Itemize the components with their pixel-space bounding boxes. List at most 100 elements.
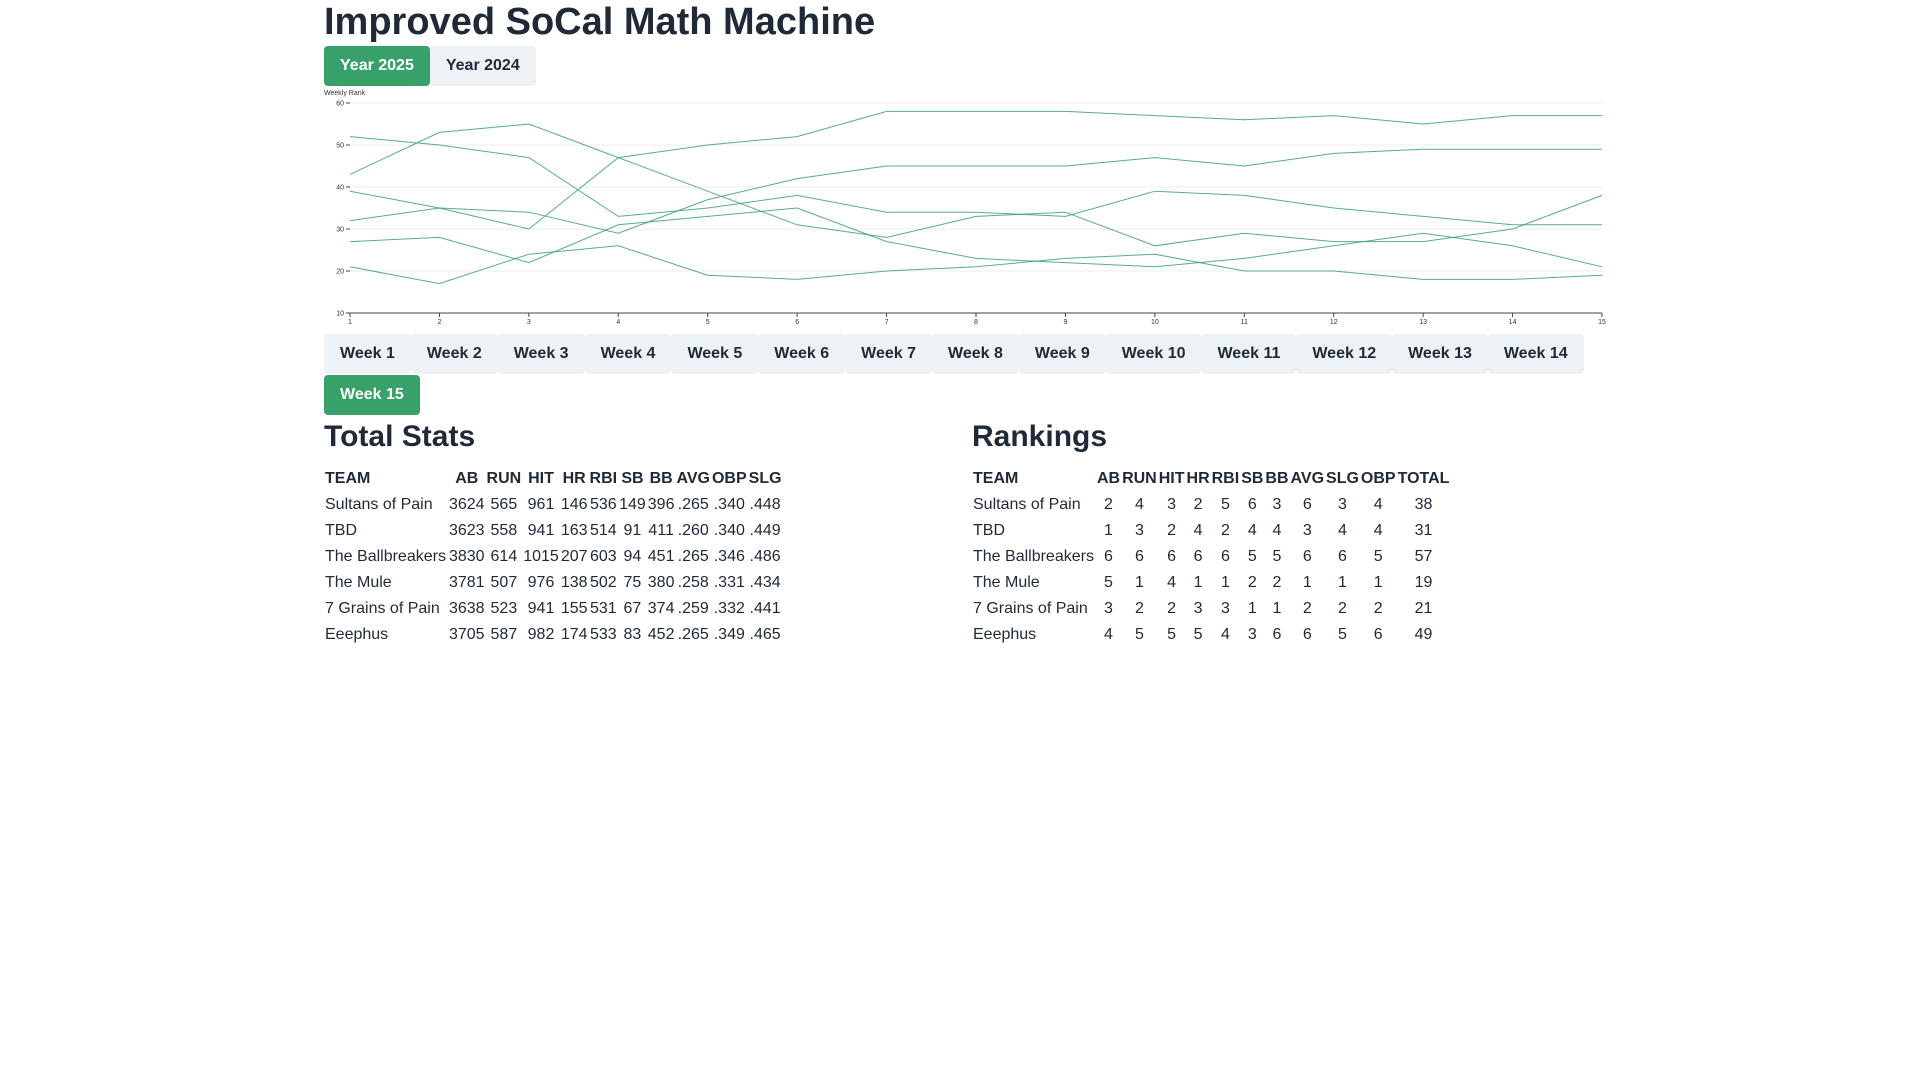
tab-week-12[interactable]: Week 12 [1296, 334, 1393, 374]
tab-week-4[interactable]: Week 4 [584, 334, 672, 374]
total-stats-title: Total Stats [324, 420, 476, 453]
stat-cell: 2 [1220, 522, 1230, 539]
stat-cell: 67 [623, 600, 642, 617]
stat-cell: .449 [749, 522, 781, 539]
stat-cell: 452 [647, 626, 675, 643]
tab-week-3[interactable]: Week 3 [497, 334, 585, 374]
x-tick-label: 4 [616, 319, 620, 326]
x-tick-label: 6 [795, 319, 799, 326]
team-name-cell: The Ballbreakers [325, 548, 446, 565]
stat-cell: 1 [1247, 600, 1257, 617]
stat-cell: 3 [1220, 600, 1230, 617]
stat-cell: .331 [713, 574, 745, 591]
x-tick-label: 12 [1330, 319, 1338, 326]
tab-week-9[interactable]: Week 9 [1018, 334, 1106, 374]
rank-col-team: TEAM [973, 470, 1019, 487]
tab-week-1[interactable]: Week 1 [324, 334, 411, 374]
stat-cell: 5 [1247, 548, 1257, 565]
tab-week-8[interactable]: Week 8 [932, 334, 1019, 374]
x-tick-label: 1 [348, 319, 352, 326]
rank-col-hr: HR [1186, 470, 1210, 487]
stat-cell: 565 [490, 496, 518, 513]
stat-cell: 163 [560, 522, 588, 539]
stat-cell: 6 [1302, 496, 1312, 513]
stat-cell: .265 [677, 548, 709, 565]
series-line-2 [349, 136, 1602, 226]
tables-section: Total Stats TEAM AB RUN HIT HR RBI SB BB AVG OBP S… [324, 416, 1602, 656]
tab-year-2025[interactable]: Year 2025 [324, 46, 430, 86]
table-row: The Mule 3781 507 976 138 502 75 380.258.331.43… [324, 570, 783, 596]
rankings-table: TEAM AB RUN HIT HR RBI SB BB AVG SLG OBP TOTAL Sult… [972, 466, 1450, 648]
stat-cell: .441 [749, 600, 781, 617]
stat-cell: .265 [677, 496, 709, 513]
table-row: Eeephus 4 5 5 5 4 3 6 6 5 6 49 [972, 622, 1450, 648]
tab-week-6[interactable]: Week 6 [758, 334, 846, 374]
stat-cell: 155 [560, 600, 588, 617]
stat-cell: .340 [713, 522, 745, 539]
stat-cell: 2 [1373, 600, 1383, 617]
stat-cell: 3 [1302, 522, 1312, 539]
stat-cell: 3638 [448, 600, 485, 617]
stat-cell: 5 [1272, 548, 1282, 565]
stat-cell: 3 [1193, 600, 1203, 617]
table-row: Eeephus 3705 587 982 174 533 83 452.265.349.465 [324, 622, 783, 648]
stat-cell: 1 [1220, 574, 1230, 591]
stat-cell: 2 [1193, 496, 1203, 513]
stat-cell: 138 [560, 574, 588, 591]
tab-week-2[interactable]: Week 2 [410, 334, 498, 374]
x-tick-label: 9 [1063, 319, 1067, 326]
stat-cell: 502 [589, 574, 617, 591]
y-tick-label: 50 [336, 143, 344, 150]
stat-cell: .486 [749, 548, 781, 565]
stat-cell: 4 [1104, 626, 1113, 643]
week-tabs: Week 1 Week 2 Week 3 Week 4 Week 5 Week 6 Week… [324, 334, 1614, 415]
stat-cell: 4 [1193, 522, 1203, 539]
team-name-cell: The Mule [973, 574, 1040, 591]
tab-week-13[interactable]: Week 13 [1392, 334, 1488, 374]
table-header-row: TEAM AB RUN HIT HR RBI SB BB AVG SLG OBP TOTAL [972, 466, 1450, 492]
x-tick-label: 15 [1598, 319, 1606, 326]
rank-col-rbi: RBI [1211, 470, 1240, 487]
stat-cell: 19 [1414, 574, 1433, 591]
table-row: The Mule 5 1 4 1 1 2 2 1 1 1 19 [972, 570, 1450, 596]
stat-cell: 3 [1134, 522, 1144, 539]
x-tick-label: 13 [1419, 319, 1427, 326]
stat-cell: 5 [1373, 548, 1383, 565]
stat-cell: 6 [1247, 496, 1257, 513]
x-tick-label: 7 [885, 319, 889, 326]
stat-cell: 614 [490, 548, 518, 565]
table-row: Sultans of Pain 2 4 3 2 5 6 3 6 3 4 38 [972, 492, 1450, 518]
tab-week-11[interactable]: Week 11 [1201, 334, 1297, 374]
team-name-cell: Sultans of Pain [325, 496, 433, 513]
rank-col-slg: SLG [1326, 470, 1359, 487]
stat-cell: .258 [677, 574, 709, 591]
stat-cell: 6 [1104, 548, 1113, 565]
series-line-6 [349, 245, 1603, 285]
stat-cell: 3 [1167, 496, 1177, 513]
stats-col-run: RUN [486, 470, 522, 487]
stat-cell: 31 [1414, 522, 1433, 539]
stats-col-team: TEAM [325, 470, 371, 487]
tab-week-10[interactable]: Week 10 [1105, 334, 1202, 374]
stat-cell: .340 [713, 496, 745, 513]
stat-cell: 49 [1414, 626, 1433, 643]
stat-cell: 2 [1338, 600, 1347, 617]
tab-week-5[interactable]: Week 5 [671, 334, 759, 374]
stats-col-sb: SB [621, 470, 644, 487]
stat-cell: 3623 [448, 522, 485, 539]
stat-cell: 411 [648, 522, 674, 539]
tab-week-14[interactable]: Week 14 [1487, 334, 1584, 374]
stat-cell: 6 [1134, 548, 1144, 565]
tab-week-7[interactable]: Week 7 [845, 334, 933, 374]
stat-cell: 6 [1167, 548, 1177, 565]
stat-cell: 6 [1338, 548, 1347, 565]
tab-year-2024[interactable]: Year 2024 [429, 46, 536, 86]
x-tick-label: 5 [706, 319, 710, 326]
stat-cell: 507 [490, 574, 518, 591]
stat-cell: 4 [1373, 522, 1383, 539]
week-tabs-row: Week 1 Week 2 Week 3 Week 4 Week 5 Week 6 Week… [324, 334, 1614, 374]
tab-week-15[interactable]: Week 15 [324, 375, 420, 415]
stat-cell: 558 [490, 522, 518, 539]
team-name-cell: The Mule [325, 574, 392, 591]
stat-cell: 149 [619, 496, 646, 513]
